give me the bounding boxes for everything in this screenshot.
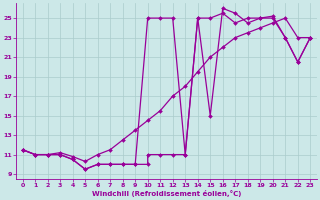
X-axis label: Windchill (Refroidissement éolien,°C): Windchill (Refroidissement éolien,°C) xyxy=(92,190,241,197)
